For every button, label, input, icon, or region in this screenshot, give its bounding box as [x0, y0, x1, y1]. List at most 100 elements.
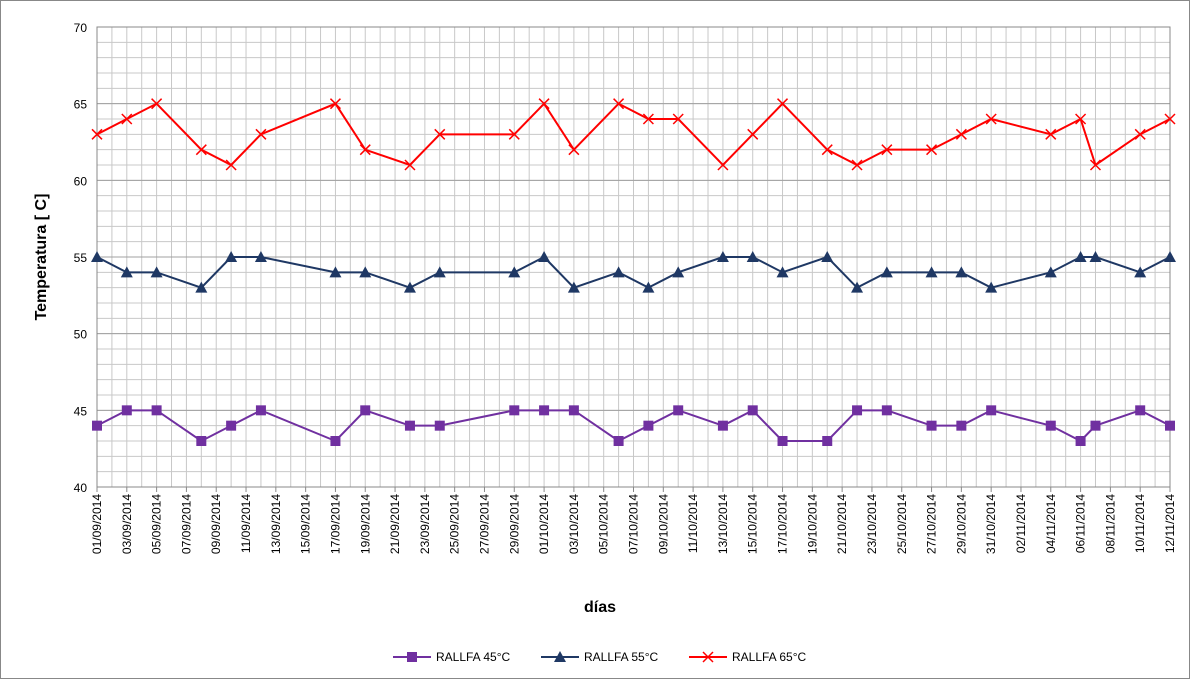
data-point [151, 405, 162, 416]
data-point [955, 266, 968, 278]
legend-marker [554, 651, 566, 662]
x-tick-label: 21/10/2014 [835, 494, 849, 554]
data-point [926, 144, 938, 156]
data-point [225, 251, 238, 262]
legend-marker [407, 652, 417, 662]
data-point [613, 98, 625, 110]
data-point [1134, 128, 1146, 140]
data-point [195, 281, 208, 293]
data-point [881, 405, 892, 416]
data-point [642, 113, 654, 125]
data-point [195, 144, 207, 156]
data-point [613, 436, 624, 446]
data-point [359, 266, 372, 278]
data-point [403, 281, 416, 293]
data-point [329, 98, 341, 110]
x-tick-label: 05/09/2014 [150, 494, 164, 554]
data-point [433, 266, 446, 278]
data-point [716, 251, 729, 262]
series-line [96, 255, 1171, 289]
x-tick-label: 04/11/2014 [1044, 494, 1058, 553]
x-tick-label: 13/10/2014 [716, 494, 730, 554]
data-point [509, 405, 520, 416]
x-tick-label: 17/09/2014 [328, 494, 342, 554]
x-tick-label: 13/09/2014 [269, 494, 283, 554]
data-point [404, 420, 415, 431]
x-tick-label: 07/10/2014 [627, 494, 641, 554]
data-point [196, 436, 207, 446]
x-tick-label: 12/11/2014 [1163, 494, 1177, 553]
legend-label: RALLFA 55°C [584, 650, 659, 664]
data-point [672, 266, 685, 278]
x-tick-label: 23/09/2014 [418, 494, 432, 554]
data-point [121, 113, 133, 125]
data-point [1135, 405, 1146, 416]
data-point [568, 405, 579, 416]
x-tick-label: 31/10/2014 [984, 494, 998, 554]
data-point [151, 98, 163, 110]
y-tick-label: 55 [74, 251, 88, 265]
y-tick-label: 50 [74, 328, 88, 342]
data-point [747, 128, 759, 140]
data-point [120, 266, 133, 278]
data-point [1044, 266, 1057, 278]
data-point [881, 144, 893, 156]
data-point [746, 251, 759, 262]
y-axis-title: Temperatura [ C] [33, 194, 50, 321]
data-point [851, 281, 864, 293]
data-point [121, 405, 132, 416]
x-tick-label: 05/10/2014 [597, 494, 611, 554]
legend-label: RALLFA 65°C [732, 650, 807, 664]
data-point [1089, 251, 1102, 262]
x-tick-label: 19/09/2014 [358, 494, 372, 554]
x-tick-label: 15/09/2014 [299, 494, 313, 554]
data-point [852, 405, 863, 416]
data-point [329, 266, 342, 278]
data-point [91, 251, 103, 262]
x-tick-label: 15/10/2014 [746, 494, 760, 554]
y-tick-label: 45 [74, 404, 88, 418]
data-point [360, 405, 371, 416]
data-point [986, 405, 997, 416]
data-point [777, 436, 788, 446]
x-tick-label: 27/09/2014 [477, 494, 491, 554]
data-point [642, 281, 655, 293]
data-point [1164, 113, 1176, 125]
x-tick-label: 29/09/2014 [507, 494, 521, 554]
y-tick-label: 60 [74, 174, 88, 188]
data-point [747, 405, 758, 416]
data-point [359, 144, 371, 156]
data-point [434, 128, 446, 140]
x-tick-label: 06/11/2014 [1074, 494, 1088, 553]
data-point [538, 251, 551, 262]
x-tick-label: 19/10/2014 [805, 494, 819, 554]
data-point [1089, 159, 1102, 171]
x-tick-label: 27/10/2014 [925, 494, 939, 554]
data-point [1165, 420, 1175, 431]
data-point [508, 266, 521, 278]
data-point [254, 251, 267, 262]
data-point [1164, 251, 1176, 262]
data-point [567, 281, 580, 293]
data-point [821, 251, 834, 262]
data-point [539, 405, 550, 416]
data-point [955, 128, 967, 140]
x-tick-label: 03/09/2014 [120, 494, 134, 554]
data-point [672, 113, 684, 125]
x-tick-label: 02/11/2014 [1014, 494, 1028, 553]
x-tick-label: 01/09/2014 [90, 494, 104, 554]
data-point [255, 128, 267, 140]
data-point [717, 159, 729, 171]
data-point [985, 281, 998, 293]
y-tick-label: 65 [74, 98, 88, 112]
x-tick-label: 25/09/2014 [448, 494, 462, 554]
data-point [1075, 113, 1087, 125]
data-point [956, 420, 967, 431]
x-tick-label: 09/10/2014 [656, 494, 670, 554]
x-tick-label: 10/11/2014 [1133, 494, 1147, 553]
data-point [226, 420, 237, 431]
x-axis-title: días [584, 599, 616, 616]
data-point [92, 420, 102, 431]
data-point [880, 266, 893, 278]
